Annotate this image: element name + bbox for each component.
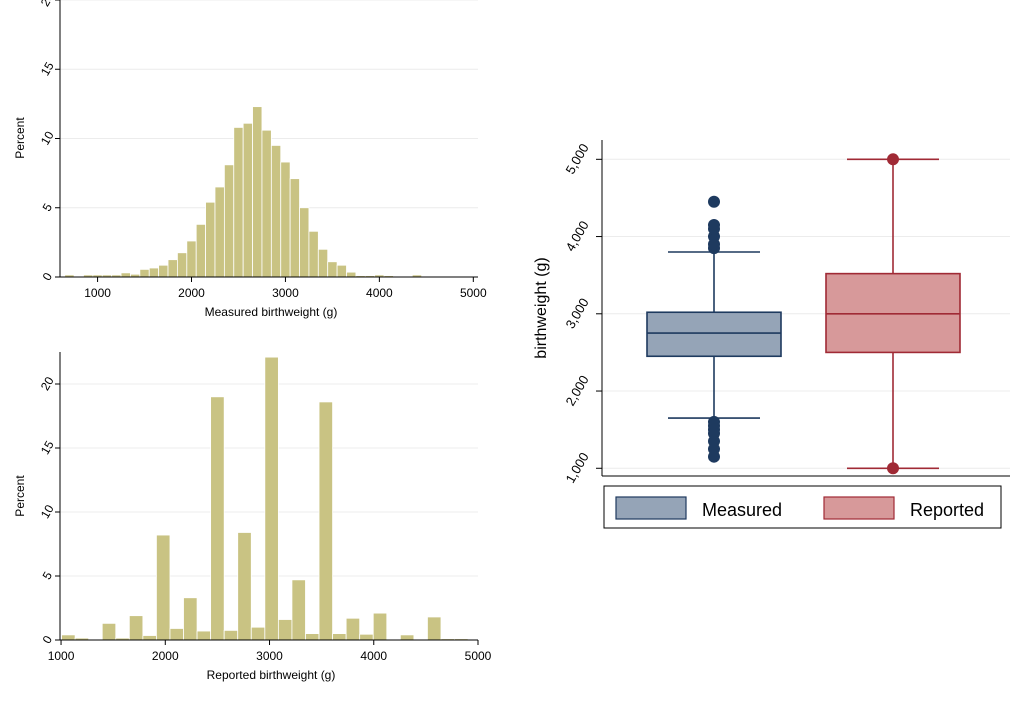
- reported-hist-bar: [277, 619, 293, 641]
- measured-hist-x-tick-label: 5000: [460, 286, 487, 300]
- reported-hist-bar: [359, 633, 374, 641]
- reported-hist-bar: [291, 579, 306, 641]
- measured-hist-bar: [261, 129, 272, 278]
- measured-hist-bar: [195, 223, 206, 278]
- measured-hist-bar: [242, 122, 253, 278]
- reported-hist-bar: [61, 634, 76, 641]
- reported-hist-bar: [305, 633, 320, 641]
- legend-swatch-reported: [823, 496, 895, 520]
- measured-hist-bar: [299, 207, 310, 278]
- reported-x-axis-label: Reported birthweight (g): [207, 668, 336, 682]
- reported-hist-bar: [101, 622, 117, 641]
- reported-hist-bar: [156, 534, 171, 641]
- measured-hist-bar: [336, 264, 347, 278]
- measured-hist-bar: [270, 145, 282, 278]
- measured-hist-y-tick-label: 20: [38, 0, 57, 9]
- reported-hist-bar: [399, 634, 415, 641]
- reported-hist-bar: [142, 635, 157, 641]
- reported-hist-bar: [223, 630, 239, 641]
- reported-hist-bar: [237, 532, 252, 641]
- boxplot-y-tick-label: 4,000: [562, 218, 591, 254]
- measured-hist-x-tick-label: 2000: [178, 286, 205, 300]
- measured-y-axis-label: Percent: [13, 117, 27, 159]
- measured-hist-bar: [317, 248, 329, 278]
- outlier-point-measured: [708, 450, 720, 463]
- outlier-point-measured: [708, 195, 720, 208]
- reported-hist-y-tick-label: 10: [38, 502, 57, 521]
- outlier-point-measured: [708, 218, 720, 231]
- boxplot-y-tick-label: 1,000: [562, 450, 591, 486]
- reported-hist-x-tick-label: 5000: [465, 649, 492, 663]
- boxplot-y-tick-label: 2,000: [562, 373, 591, 409]
- measured-hist-bar: [148, 267, 160, 278]
- reported-hist-bar: [427, 616, 442, 641]
- reported-hist-bar: [210, 396, 225, 641]
- measured-hist-y-tick-label: 10: [38, 129, 57, 148]
- legend-swatch-measured: [615, 496, 687, 520]
- outlier-point-reported: [887, 153, 899, 166]
- measured-hist-bar: [139, 268, 150, 278]
- reported-hist-bar: [318, 401, 333, 641]
- measured-hist-x-tick-label: 1000: [84, 286, 111, 300]
- measured-hist-bar: [120, 272, 131, 278]
- reported-hist-bar: [345, 617, 361, 641]
- iqr-box-measured: [646, 311, 782, 358]
- measured-hist-bar: [252, 106, 263, 278]
- reported-hist-y-tick-label: 15: [38, 438, 57, 457]
- measured-hist-x-tick-label: 3000: [272, 286, 299, 300]
- measured-hist-bar: [205, 201, 216, 278]
- measured-hist-y-tick-label: 5: [40, 201, 56, 214]
- measured-hist-y-tick-label: 0: [40, 270, 56, 283]
- birthweight-boxplot: 1,000 2,000 3,000 4,000 5,000 birthweight (g…: [533, 140, 1010, 529]
- measured-hist-bar: [346, 271, 357, 278]
- measured-hist-bar: [186, 240, 197, 278]
- reported-hist-y-tick-label: 0: [40, 633, 56, 646]
- reported-hist-y-tick-label: 20: [38, 374, 57, 393]
- reported-hist-bar: [250, 626, 266, 641]
- reported-hist-bar: [128, 615, 144, 641]
- box-reported: [825, 153, 961, 475]
- measured-hist-bar: [177, 252, 188, 278]
- reported-hist-bar: [183, 597, 198, 641]
- boxplot-y-axis-label: birthweight (g): [533, 257, 550, 358]
- reported-hist-x-tick-label: 1000: [48, 649, 75, 663]
- reported-histogram: 1000 2000 3000 4000 5000 0 5 10 15 20 Reported b…: [13, 352, 492, 682]
- measured-hist-bar: [289, 178, 300, 278]
- measured-hist-bar: [214, 186, 225, 278]
- measured-histogram: 1000 2000 3000 4000 5000 0 5 10 15 20 Measured b…: [13, 0, 487, 319]
- reported-hist-x-tick-label: 3000: [256, 649, 283, 663]
- measured-hist-y-tick-label: 15: [38, 59, 57, 78]
- measured-x-axis-label: Measured birthweight (g): [205, 305, 338, 319]
- boxplot-legend: Measured Reported: [603, 485, 1002, 529]
- measured-hist-x-tick-label: 4000: [366, 286, 393, 300]
- measured-hist-bar: [327, 261, 338, 278]
- reported-hist-bar: [332, 633, 347, 641]
- measured-hist-bar: [308, 230, 319, 278]
- reported-y-axis-label: Percent: [13, 475, 27, 517]
- boxplot-y-tick-label: 3,000: [562, 295, 591, 331]
- reported-hist-x-tick-label: 4000: [360, 649, 387, 663]
- measured-hist-bar: [280, 161, 291, 278]
- measured-hist-bar: [223, 164, 235, 278]
- reported-hist-bar: [169, 628, 184, 641]
- reported-hist-x-tick-label: 2000: [152, 649, 179, 663]
- measured-hist-bar: [167, 259, 178, 278]
- reported-hist-y-tick-label: 5: [40, 569, 56, 582]
- reported-hist-bar: [372, 612, 388, 641]
- reported-hist-bar: [196, 630, 212, 641]
- reported-hist-bar: [264, 356, 279, 641]
- legend-label-reported: Reported: [910, 500, 984, 520]
- measured-hist-bar: [158, 264, 169, 278]
- measured-hist-bar: [233, 127, 244, 278]
- box-measured: [646, 195, 782, 463]
- legend-label-measured: Measured: [702, 500, 782, 520]
- outlier-point-reported: [887, 462, 899, 475]
- boxplot-y-tick-label: 5,000: [562, 141, 591, 177]
